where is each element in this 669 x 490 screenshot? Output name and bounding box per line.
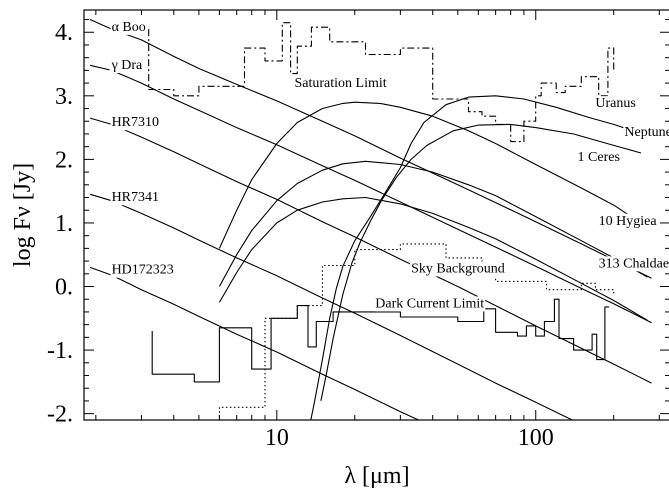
label-hd172323: HD172323 [112,263,174,278]
annotation-layer: α Boo γ Dra HR7310 HR7341 HD172323 Saturation… [109,19,669,312]
series-boo [89,18,652,279]
y-tick-label: 3. [55,84,73,110]
label-background [293,75,388,91]
series-neptune [320,123,642,402]
label-313-chaldaea: 313 Chaldaea [599,256,669,271]
label-background [110,190,161,206]
label-background [374,296,486,312]
y-tick-label: 0. [55,275,73,301]
label-dark-current-limit: Dark Current Limit [375,296,484,311]
label-uranus: Uranus [595,96,635,111]
series-hr7310 [89,117,652,384]
plot-frame [83,9,669,421]
label-background [576,150,621,166]
label-hr7341: HR7341 [112,190,159,205]
y-tick-label: -1. [47,338,73,364]
label-background [110,19,147,35]
series-10-hygiea [218,160,648,287]
series-layer [89,18,652,420]
label-neptune: Neptune [624,125,669,140]
x-axis-title: λ [μm] [344,463,409,489]
label-saturation-limit: Saturation Limit [294,76,386,91]
label-background [623,124,669,140]
label-boo: α Boo [112,20,146,35]
label-sky-background: Sky Background [411,261,505,276]
y-tick-label: 4. [55,20,73,46]
series-hd172323 [89,266,420,420]
label-background [597,256,669,272]
series-dark-current-limit [151,298,610,383]
x-tick-label: 10 [265,425,289,451]
y-tick-label: -2. [47,402,73,428]
label-1-ceres: 1 Ceres [578,150,620,165]
label-10-hygiea: 10 Hygiea [599,214,658,229]
series-saturation-limit [148,22,615,143]
series-1-ceres [218,101,640,249]
label-dra: γ Dra [111,58,143,73]
series-hr7341 [89,193,574,420]
label-background [110,115,161,131]
tick-layer: 10 100 4. 3. 2. 1. 0. -1. -2. [47,10,669,451]
label-background [594,96,637,112]
label-background [410,261,506,277]
label-hr7310: HR7310 [112,115,159,130]
label-background [597,213,659,229]
series-313-chaldaea [218,196,648,321]
label-background [109,58,145,74]
x-tick-label: 100 [518,425,554,451]
series-dra [89,64,652,324]
y-tick-label: 2. [55,147,73,173]
y-tick-label: 1. [55,211,73,237]
label-background [110,262,175,278]
series-uranus [310,95,639,420]
y-axis-title: log Fν [Jy] [10,163,36,267]
